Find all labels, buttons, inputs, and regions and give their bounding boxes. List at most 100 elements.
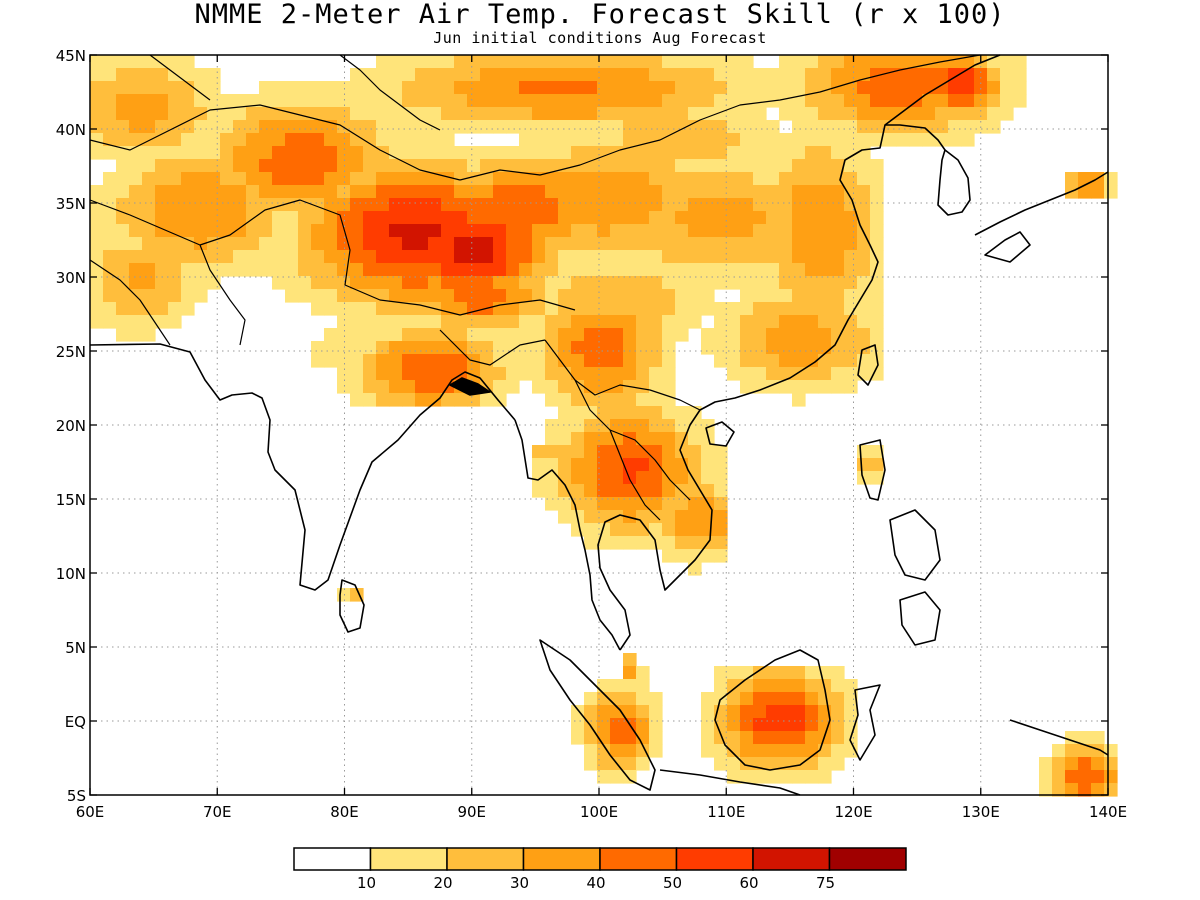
skill-cell (597, 224, 611, 238)
skill-cell (389, 393, 403, 407)
skill-cell (805, 679, 819, 693)
skill-cell (623, 731, 637, 745)
skill-cell (246, 224, 260, 238)
skill-cell (688, 536, 702, 550)
skill-cell (688, 94, 702, 108)
skill-cell (207, 211, 221, 225)
skill-cell (545, 172, 559, 186)
skill-cell (753, 328, 767, 342)
skill-cell (441, 146, 455, 160)
skill-cell (584, 94, 598, 108)
skill-cell (896, 107, 910, 121)
skill-cell (623, 757, 637, 771)
skill-cell (623, 445, 637, 459)
skill-cell (766, 146, 780, 160)
skill-cell (298, 81, 312, 95)
skill-cell (545, 159, 559, 173)
skill-cell (831, 731, 845, 745)
skill-cell (584, 263, 598, 277)
skill-cell (623, 133, 637, 147)
skill-cell (675, 224, 689, 238)
skill-cell (311, 341, 325, 355)
skill-cell (597, 94, 611, 108)
skill-cell (480, 367, 494, 381)
skill-cell (714, 471, 728, 485)
skill-cell (454, 185, 468, 199)
skill-cell (740, 263, 754, 277)
skill-cell (948, 107, 962, 121)
skill-cell (389, 263, 403, 277)
skill-cell (519, 94, 533, 108)
skill-cell (727, 107, 741, 121)
skill-cell (753, 185, 767, 199)
skill-cell (194, 185, 208, 199)
skill-cell (636, 185, 650, 199)
skill-cell (805, 380, 819, 394)
skill-cell (558, 211, 572, 225)
skill-cell (376, 276, 390, 290)
skill-cell (701, 432, 715, 446)
skill-cell (90, 185, 104, 199)
skill-cell (649, 367, 663, 381)
skill-cell (636, 276, 650, 290)
skill-cell (649, 81, 663, 95)
skill-cell (740, 224, 754, 238)
skill-cell (571, 172, 585, 186)
skill-cell (727, 146, 741, 160)
skill-cell (233, 120, 247, 134)
skill-cell (623, 94, 637, 108)
skill-cell (714, 120, 728, 134)
skill-cell (844, 692, 858, 706)
skill-cell (922, 68, 936, 82)
skill-cell (506, 328, 520, 342)
skill-cell (545, 328, 559, 342)
skill-cell (792, 692, 806, 706)
skill-cell (1078, 770, 1092, 784)
skill-cell (584, 146, 598, 160)
skill-cell (857, 172, 871, 186)
skill-cell (168, 289, 182, 303)
skill-cell (727, 692, 741, 706)
skill-cell (870, 55, 884, 69)
skill-cell (363, 354, 377, 368)
skill-cell (597, 471, 611, 485)
skill-cell (233, 172, 247, 186)
skill-cell (350, 120, 364, 134)
skill-cell (714, 81, 728, 95)
skill-cell (701, 224, 715, 238)
skill-cell (818, 341, 832, 355)
skill-cell (402, 198, 416, 212)
skill-cell (649, 198, 663, 212)
skill-cell (441, 120, 455, 134)
skill-cell (805, 354, 819, 368)
skill-cell (467, 341, 481, 355)
skill-cell (246, 185, 260, 199)
skill-cell (194, 172, 208, 186)
skill-cell (168, 185, 182, 199)
skill-cell (779, 198, 793, 212)
skill-cell (402, 302, 416, 316)
skill-cell (688, 276, 702, 290)
skill-cell (272, 185, 286, 199)
skill-cell (623, 471, 637, 485)
skill-cell (571, 211, 585, 225)
skill-cell (558, 432, 572, 446)
skill-cell (753, 354, 767, 368)
skill-cell (168, 146, 182, 160)
skill-cell (480, 250, 494, 264)
skill-cell (805, 94, 819, 108)
skill-cell (90, 237, 104, 251)
skill-cell (675, 471, 689, 485)
skill-cell (766, 731, 780, 745)
skill-cell (662, 510, 676, 524)
skill-cell (116, 107, 130, 121)
skill-cell (350, 289, 364, 303)
skill-cell (610, 198, 624, 212)
skill-cell (636, 289, 650, 303)
skill-cell (831, 705, 845, 719)
skill-cell (987, 68, 1001, 82)
skill-cell (1091, 185, 1105, 199)
colorbar-swatch (752, 847, 831, 871)
skill-cell (649, 146, 663, 160)
skill-cell (805, 133, 819, 147)
